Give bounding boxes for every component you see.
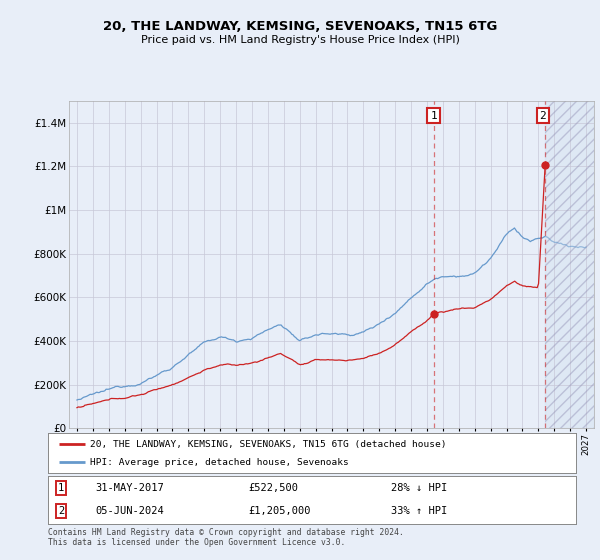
Text: 2: 2 <box>58 506 64 516</box>
Text: 1: 1 <box>58 483 64 493</box>
Text: Contains HM Land Registry data © Crown copyright and database right 2024.
This d: Contains HM Land Registry data © Crown c… <box>48 528 404 547</box>
Text: 2: 2 <box>539 111 546 120</box>
Text: HPI: Average price, detached house, Sevenoaks: HPI: Average price, detached house, Seve… <box>90 458 349 467</box>
Text: 31-MAY-2017: 31-MAY-2017 <box>95 483 164 493</box>
Text: Price paid vs. HM Land Registry's House Price Index (HPI): Price paid vs. HM Land Registry's House … <box>140 35 460 45</box>
Text: 28% ↓ HPI: 28% ↓ HPI <box>391 483 448 493</box>
Text: £1,205,000: £1,205,000 <box>248 506 311 516</box>
Text: 05-JUN-2024: 05-JUN-2024 <box>95 506 164 516</box>
Text: £522,500: £522,500 <box>248 483 299 493</box>
Text: 20, THE LANDWAY, KEMSING, SEVENOAKS, TN15 6TG: 20, THE LANDWAY, KEMSING, SEVENOAKS, TN1… <box>103 20 497 32</box>
Bar <box>545 101 594 428</box>
Text: 1: 1 <box>430 111 437 120</box>
Bar <box>545 101 594 428</box>
Text: 33% ↑ HPI: 33% ↑ HPI <box>391 506 448 516</box>
Bar <box>545 101 594 428</box>
Text: 20, THE LANDWAY, KEMSING, SEVENOAKS, TN15 6TG (detached house): 20, THE LANDWAY, KEMSING, SEVENOAKS, TN1… <box>90 440 447 449</box>
